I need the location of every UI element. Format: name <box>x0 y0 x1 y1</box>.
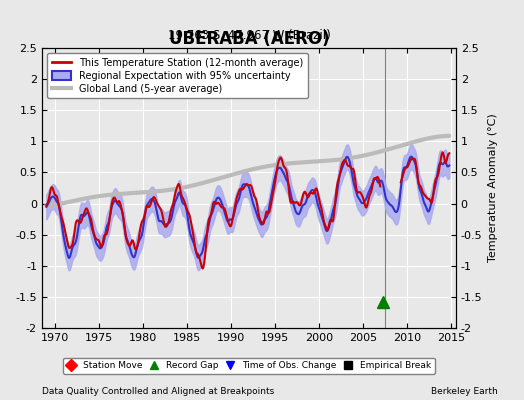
Text: Berkeley Earth: Berkeley Earth <box>431 387 498 396</box>
Title: UBERABA (AERO): UBERABA (AERO) <box>169 30 329 48</box>
Y-axis label: Temperature Anomaly (°C): Temperature Anomaly (°C) <box>488 114 498 262</box>
Text: Data Quality Controlled and Aligned at Breakpoints: Data Quality Controlled and Aligned at B… <box>42 387 274 396</box>
Text: 19.763 S, 47.967 W (Brazil): 19.763 S, 47.967 W (Brazil) <box>168 29 330 42</box>
Legend: Station Move, Record Gap, Time of Obs. Change, Empirical Break: Station Move, Record Gap, Time of Obs. C… <box>63 358 434 374</box>
